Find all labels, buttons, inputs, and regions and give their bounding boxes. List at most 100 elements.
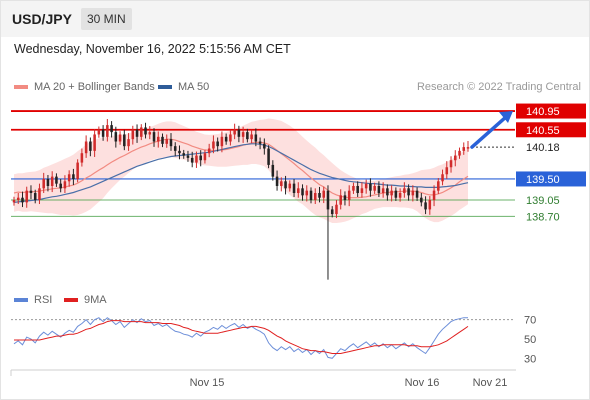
- candle-body: [63, 181, 67, 189]
- candle-body: [326, 190, 330, 210]
- level-label-139.50: 139.50: [526, 174, 560, 186]
- candle-body: [229, 134, 232, 142]
- candle-body: [280, 181, 283, 186]
- current-price-label: 140.18: [526, 142, 560, 154]
- candle-body: [466, 147, 470, 149]
- level-label-139.05: 139.05: [526, 195, 560, 207]
- candle-body: [224, 136, 228, 142]
- candle-body: [67, 174, 71, 182]
- level-label-138.70: 138.70: [526, 211, 560, 223]
- legend-ma50: MA 50: [158, 81, 209, 93]
- candle-body: [271, 164, 275, 177]
- candle-body: [263, 143, 266, 149]
- level-label-140.55: 140.55: [526, 125, 560, 137]
- candle-body: [195, 155, 198, 163]
- candle-body: [156, 136, 160, 142]
- candle-body: [84, 141, 88, 154]
- candle-body: [398, 193, 402, 198]
- candle-body: [152, 132, 156, 142]
- level-badge-139.50: [516, 171, 586, 187]
- credit-text: Research © 2022 Trading Central: [416, 81, 581, 93]
- candle-body: [25, 190, 29, 203]
- symbol-title: USD/JPY: [12, 11, 72, 27]
- candle-body: [178, 150, 181, 154]
- candle-body: [220, 136, 224, 147]
- candle-body: [161, 136, 164, 144]
- bollinger-band-area: [14, 118, 468, 223]
- candle-body: [335, 204, 338, 215]
- candle-body: [428, 200, 432, 210]
- candle-body: [12, 200, 16, 203]
- candle-body: [313, 193, 317, 201]
- level-badge-140.55: [516, 122, 586, 138]
- candle-body: [458, 150, 461, 156]
- timeframe-button[interactable]: 30 MIN: [81, 8, 132, 30]
- projection-arrow-head: [499, 111, 513, 124]
- candle-body: [390, 190, 393, 196]
- candle-body: [127, 139, 130, 147]
- legend-ma20-swatch: [14, 85, 28, 89]
- candle-body: [190, 157, 194, 163]
- level-label-140.95: 140.95: [526, 106, 560, 118]
- level-badge-140.95: [516, 103, 586, 119]
- legend-rsi-label: RSI: [34, 294, 53, 306]
- candle-body: [462, 147, 466, 151]
- x-tick-label: Nov 15: [190, 377, 225, 389]
- candle-body: [203, 153, 207, 161]
- candle-body: [29, 190, 33, 194]
- legend-9ma: 9MA: [64, 294, 107, 306]
- candle-body: [237, 129, 241, 137]
- candle-body: [123, 134, 126, 147]
- candle-body: [403, 188, 406, 194]
- candle-body: [445, 167, 449, 175]
- candle-body: [207, 148, 211, 154]
- candle-body: [114, 132, 118, 142]
- candle-body: [441, 174, 444, 182]
- candle-body: [80, 153, 84, 163]
- candle-body: [407, 188, 410, 196]
- legend-9ma-label: 9MA: [84, 294, 107, 306]
- rsi-tick-label: 70: [524, 315, 536, 327]
- candle-body: [437, 181, 440, 191]
- header-bar: USD/JPY 30 MIN: [1, 1, 589, 37]
- candle-body: [50, 176, 54, 186]
- candle-body: [275, 176, 279, 186]
- rsi-panel: 70 50 30: [11, 315, 536, 365]
- candle-body: [89, 141, 92, 151]
- candle-body: [356, 185, 359, 194]
- candle-body: [182, 153, 185, 156]
- rsi-tick-label: 30: [524, 353, 536, 365]
- candle-body: [131, 129, 135, 140]
- legend-ma20: MA 20 + Bollinger Bands: [14, 81, 155, 93]
- candle-body: [106, 125, 109, 137]
- x-axis: Nov 15 Nov 16 Nov 21: [10, 369, 516, 389]
- candle-body: [212, 141, 215, 149]
- candle-body: [42, 178, 45, 189]
- candle-body: [394, 190, 398, 198]
- candle-body: [135, 129, 139, 137]
- candle-body: [241, 132, 245, 137]
- legend-ma50-label: MA 50: [178, 81, 210, 93]
- candle-body: [292, 183, 296, 194]
- candle-body: [347, 190, 351, 201]
- legend-9ma-swatch: [64, 298, 78, 302]
- candle-body: [33, 193, 37, 201]
- candle-body: [267, 148, 270, 165]
- candle-body: [432, 190, 436, 201]
- candle-body: [364, 183, 368, 189]
- legend-rsi-swatch: [14, 298, 28, 302]
- candle-body: [165, 139, 169, 144]
- candle-body: [330, 209, 334, 215]
- candle-body: [38, 188, 41, 201]
- rsi-tick-label: 50: [524, 334, 536, 346]
- candle-body: [343, 195, 347, 201]
- candle-body: [186, 155, 190, 158]
- legend-ma50-swatch: [158, 85, 172, 89]
- candle-body: [140, 127, 143, 137]
- candle-body: [305, 190, 309, 196]
- candle-body: [59, 183, 62, 189]
- candle-body: [254, 134, 258, 142]
- candle-body: [381, 188, 385, 194]
- candle-body: [72, 174, 75, 179]
- candle-body: [424, 202, 427, 210]
